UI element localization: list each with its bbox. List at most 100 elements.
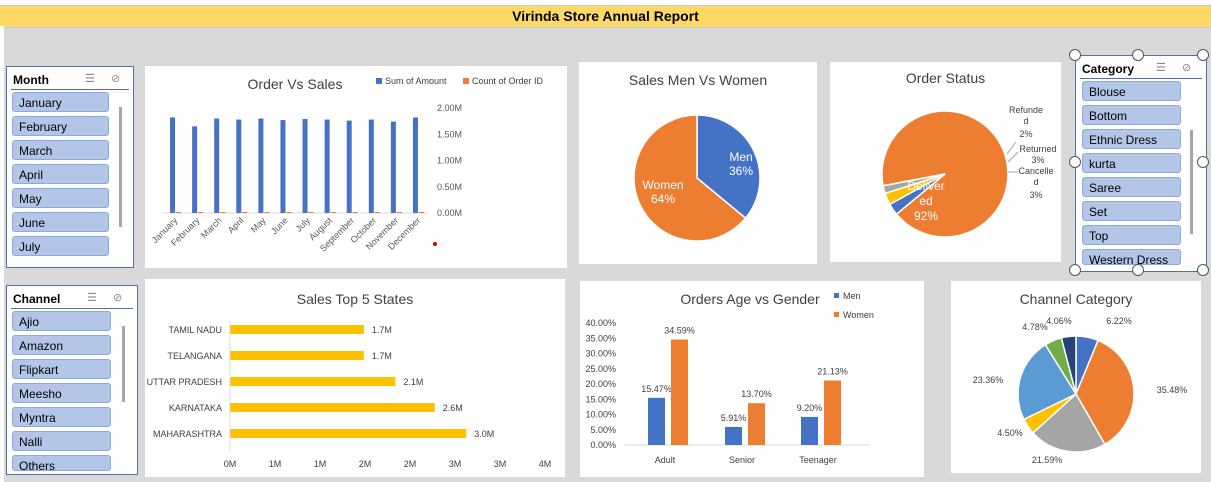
slicer-item-category[interactable]: Western Dress — [1082, 249, 1181, 265]
slicer-item-category[interactable]: Ethnic Dress — [1082, 129, 1181, 149]
bar-count-of-order-id — [396, 212, 402, 213]
sheet-left-strip — [0, 26, 4, 482]
legend-label-amount: Sum of Amount — [385, 76, 447, 86]
y-tick-label: 2.00M — [437, 103, 462, 113]
top-states-chart[interactable]: Sales Top 5 States TAMIL NADU 1.7M TELANGA… — [145, 279, 565, 477]
slicer-item-month[interactable]: July — [12, 236, 109, 256]
data-label: 4.78% — [1022, 322, 1048, 332]
slicer-item-channel[interactable]: Meesho — [12, 383, 111, 403]
resize-handle[interactable] — [1069, 264, 1081, 276]
slicer-item-channel[interactable]: Others — [12, 455, 111, 471]
resize-handle[interactable] — [1197, 49, 1209, 61]
resize-handle[interactable] — [1132, 264, 1144, 276]
multi-select-icon[interactable]: ☰ — [87, 292, 97, 304]
x-tick-label: July — [294, 215, 313, 234]
age-gender-chart[interactable]: Orders Age vs Gender Men Women 40.00% 35.00… — [580, 281, 924, 477]
top-states-bars: TAMIL NADU 1.7M TELANGANA 1.7M UTTAR PRADESH… — [147, 321, 551, 469]
y-tick-label: 25.00% — [585, 364, 616, 374]
resize-handle[interactable] — [1197, 264, 1209, 276]
data-label-cancelled: Cancelle — [1018, 166, 1053, 176]
data-label-cancelled: 3% — [1029, 190, 1042, 200]
slicer-item-month[interactable]: March — [12, 140, 109, 160]
bar-sum-of-amount — [258, 118, 264, 213]
bar-sum-of-amount — [368, 119, 374, 213]
category-slicer-scrollbar[interactable] — [1190, 130, 1193, 234]
slicer-item-category[interactable]: Blouse — [1082, 81, 1181, 101]
y-tick-label: 1.50M — [437, 129, 462, 139]
slicer-item-month[interactable]: January — [12, 92, 109, 112]
bar-count-of-order-id — [176, 212, 182, 213]
age-gender-bar — [671, 339, 688, 445]
category-slicer[interactable]: Category ☰ ⊘ Blouse Bottom Ethnic Dress … — [1075, 55, 1207, 272]
month-slicer-scrollbar[interactable] — [119, 107, 122, 227]
slicer-item-month[interactable]: February — [12, 116, 109, 136]
slicer-item-channel[interactable]: Amazon — [12, 335, 111, 355]
multi-select-icon[interactable]: ☰ — [85, 73, 95, 85]
pie-slice — [882, 173, 946, 195]
order-vs-sales-chart[interactable]: Order Vs Sales Sum of Amount Count of Ord… — [145, 66, 567, 268]
x-tick-label: 2M — [359, 459, 372, 469]
clear-filter-icon[interactable]: ⊘ — [1182, 62, 1192, 74]
resize-handle[interactable] — [1069, 49, 1081, 61]
bar-count-of-order-id — [352, 212, 358, 213]
order-status-chart[interactable]: Order Status Deliver ed 92% Refunde d 2% Retur… — [830, 62, 1061, 262]
y-tick-label: 20.00% — [585, 379, 616, 389]
x-tick-label: June — [269, 215, 290, 236]
slicer-item-channel[interactable]: Flipkart — [12, 359, 111, 379]
slicer-item-category[interactable]: Set — [1082, 201, 1181, 221]
slice-label-name: Men — [729, 150, 752, 164]
age-gender-bar — [748, 403, 765, 445]
data-label: 35.48% — [1157, 385, 1188, 395]
report-title: Virinda Store Annual Report — [0, 5, 1211, 28]
bar-sum-of-amount — [192, 126, 198, 213]
data-label: 21.13% — [817, 367, 848, 377]
legend-swatch-women — [834, 312, 839, 317]
multi-select-icon[interactable]: ☰ — [1156, 62, 1166, 74]
channel-slicer[interactable]: Channel ☰ ⊘ Ajio Amazon Flipkart Meesho … — [6, 285, 138, 475]
x-category-label: Teenager — [799, 455, 837, 465]
slicer-item-channel[interactable]: Myntra — [12, 407, 111, 427]
data-label-returned: Returned — [1019, 144, 1056, 154]
slicer-item-month[interactable]: May — [12, 188, 109, 208]
slicer-item-month[interactable]: April — [12, 164, 109, 184]
clear-filter-icon[interactable]: ⊘ — [113, 292, 123, 304]
slicer-item-category[interactable]: Bottom — [1082, 105, 1181, 125]
y-tick-label: 0.50M — [437, 182, 462, 192]
age-gender-bar — [725, 426, 742, 445]
chart-title: Order Status — [905, 70, 986, 86]
channel-category-chart[interactable]: Channel Category 6.22% 35.48% 21.59% 4.50% 2… — [951, 281, 1201, 473]
sales-men-women-chart[interactable]: Sales Men Vs Women Men 36% Women 64% — [579, 62, 817, 264]
x-tick-label: April — [226, 215, 246, 235]
order-status-pie: Delivered92%Refunded2%Returned3%Cancelle… — [881, 105, 1057, 238]
slicer-item-category[interactable]: Top — [1082, 225, 1181, 245]
resize-handle[interactable] — [1132, 49, 1144, 61]
x-tick-label: 0M — [224, 459, 237, 469]
data-label: 6.22% — [1106, 316, 1132, 326]
data-label-refunded: d — [1023, 116, 1028, 126]
data-label-cancelled: d — [1033, 177, 1038, 187]
pie-slice — [696, 114, 761, 220]
x-tick-label: May — [249, 215, 268, 234]
y-tick-label: 0.00M — [437, 208, 462, 218]
chart-title: Channel Category — [1019, 291, 1133, 307]
bar-count-of-order-id — [264, 212, 270, 213]
y-tick-label: 15.00% — [585, 394, 616, 404]
channel-slicer-scrollbar[interactable] — [122, 326, 125, 402]
leader-line — [1007, 151, 1019, 163]
month-slicer[interactable]: Month ☰ ⊘ January February March April M… — [6, 66, 134, 268]
y-category-label: TELANGANA — [167, 351, 222, 361]
slicer-item-month[interactable]: June — [12, 212, 109, 232]
slicer-item-channel[interactable]: Ajio — [12, 311, 111, 331]
x-tick-label: 1M — [269, 459, 282, 469]
clear-filter-icon[interactable]: ⊘ — [111, 73, 121, 85]
resize-handle[interactable] — [1197, 156, 1209, 168]
pie-slice — [633, 114, 747, 242]
resize-handle[interactable] — [1069, 156, 1081, 168]
data-label: 21.59% — [1032, 455, 1063, 465]
channel-category-pie: 6.22% 35.48% 21.59% 4.50% 23.36% 4.78%4.06% — [973, 316, 1188, 465]
legend-label-women: Women — [843, 310, 874, 320]
slicer-item-channel[interactable]: Nalli — [12, 431, 111, 451]
slicer-item-category[interactable]: kurta — [1082, 153, 1181, 173]
slicer-item-category[interactable]: Saree — [1082, 177, 1181, 197]
